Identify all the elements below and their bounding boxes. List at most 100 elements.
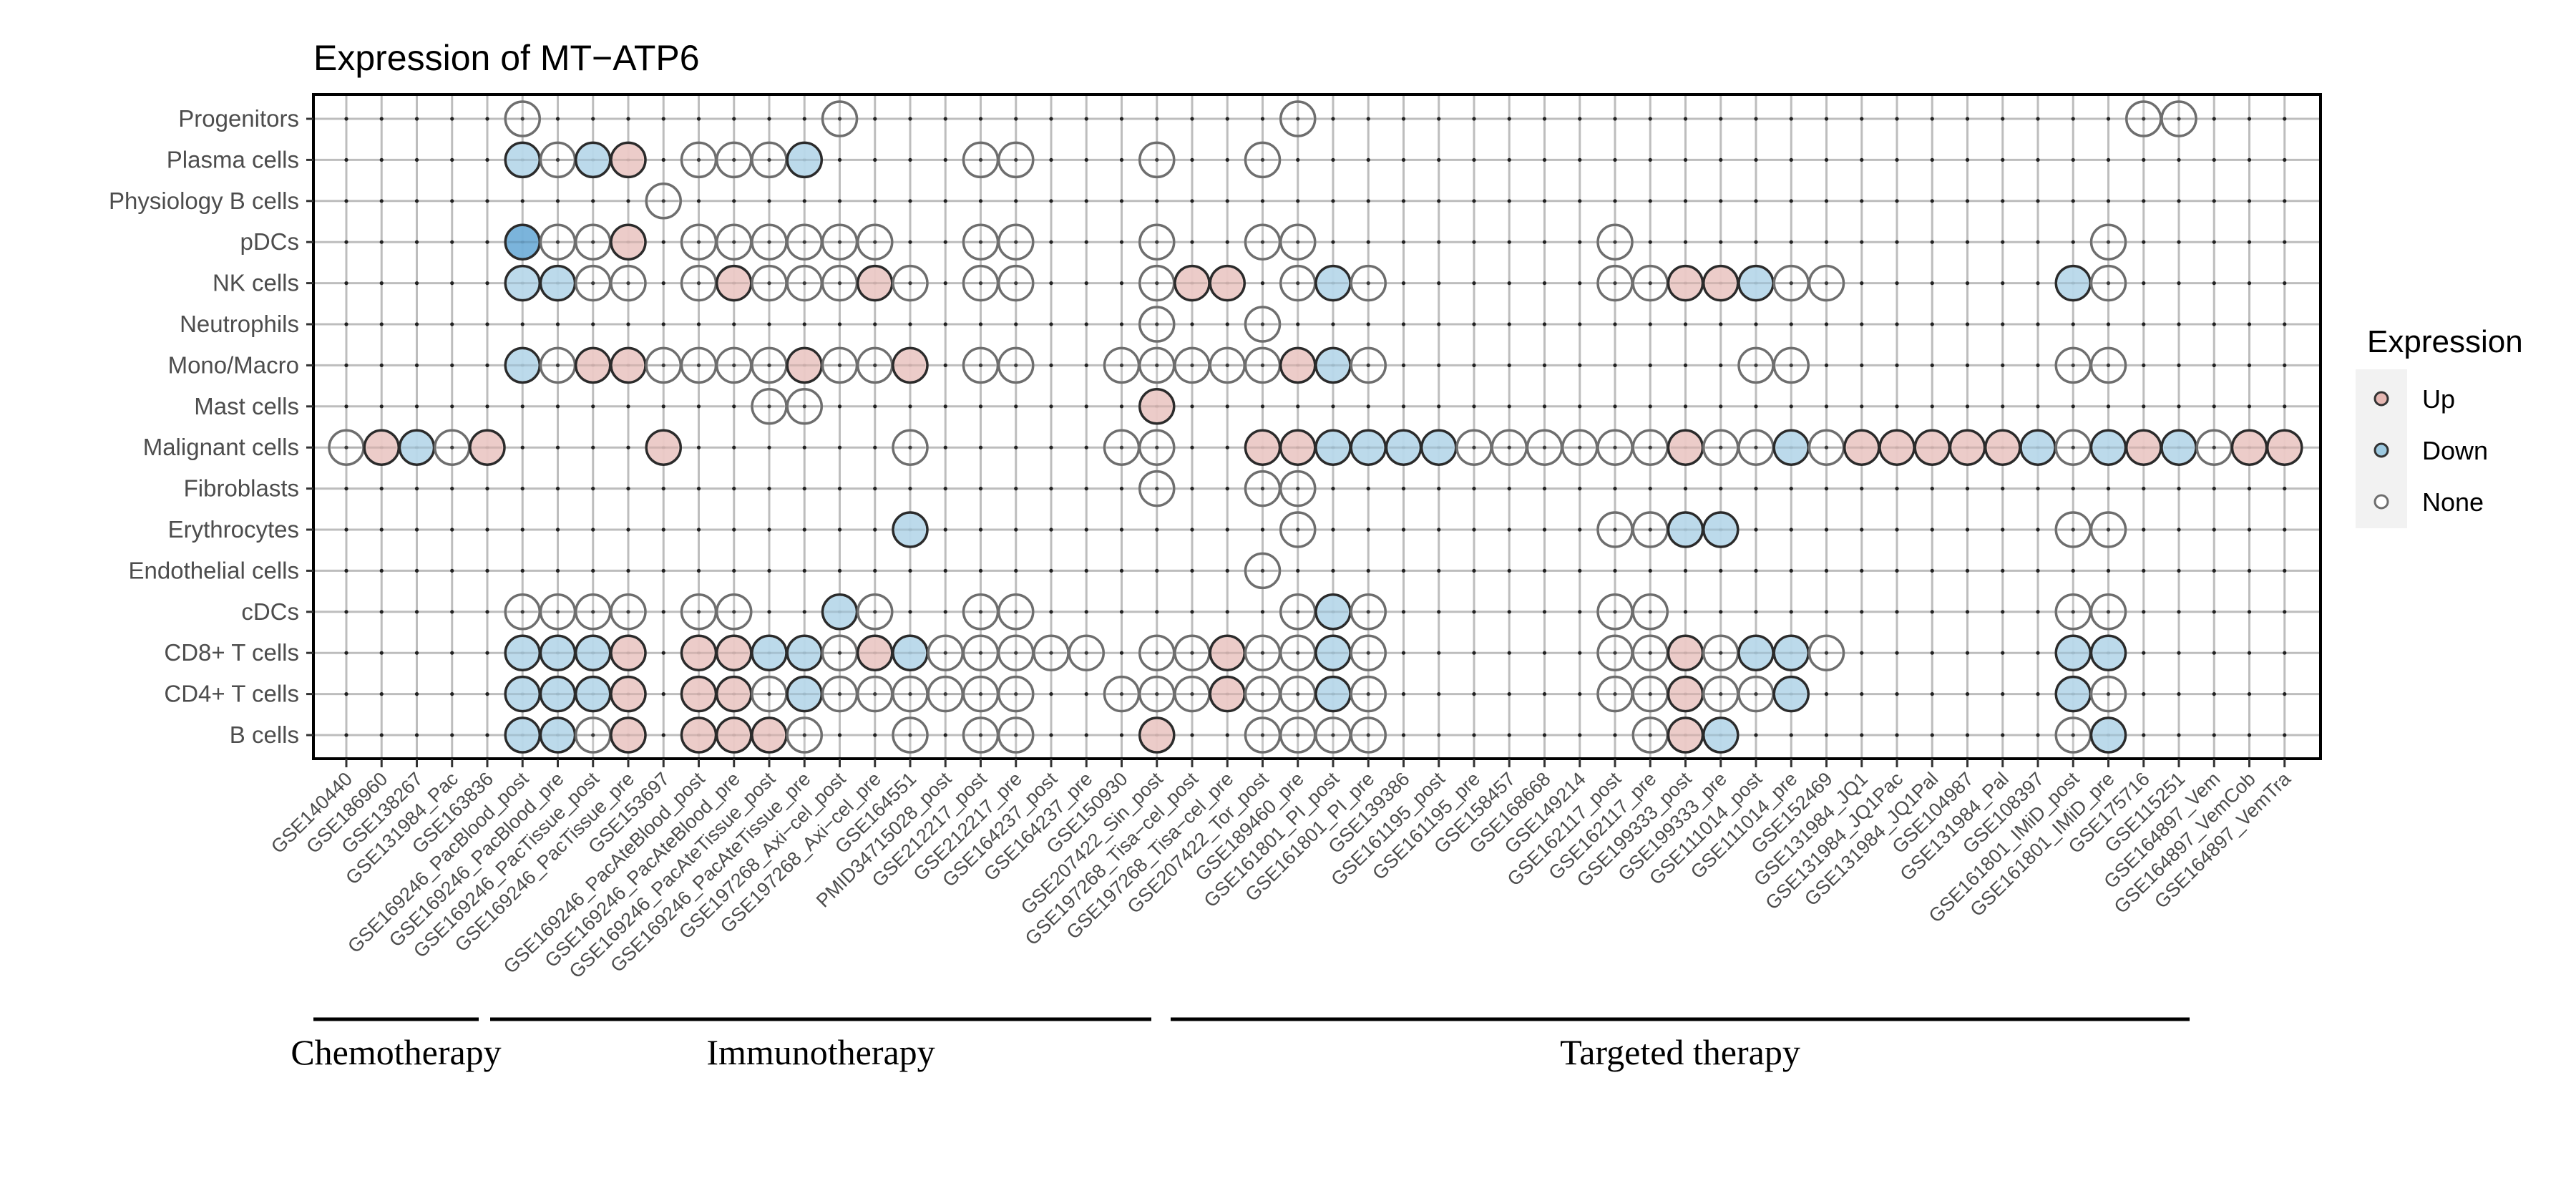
grid-dot [1965, 281, 1970, 286]
grid-dot [1648, 322, 1652, 326]
grid-dot [661, 610, 665, 614]
grid-dot [2001, 199, 2005, 203]
grid-dot [1789, 281, 1793, 286]
grid-dot [1507, 733, 1511, 737]
grid-dot [1155, 157, 1159, 162]
grid-dot [1789, 240, 1793, 244]
grid-dot [1860, 733, 1864, 737]
grid-dot [1225, 363, 1229, 367]
grid-dot [1930, 322, 1934, 326]
grid-dot [1930, 240, 1934, 244]
grid-dot [1683, 568, 1688, 573]
grid-dot [1296, 157, 1300, 162]
grid-dot [2142, 363, 2146, 367]
grid-dot [1014, 568, 1018, 573]
grid-dot [2001, 733, 2005, 737]
grid-dot [943, 404, 947, 409]
grid-dot [2247, 651, 2252, 655]
grid-dot [1260, 404, 1265, 409]
grid-dot [379, 528, 384, 532]
grid-dot [1190, 528, 1194, 532]
grid-dot [485, 240, 489, 244]
grid-dot [379, 199, 384, 203]
grid-dot [1542, 692, 1547, 696]
grid-dot [1401, 404, 1406, 409]
grid-dot [450, 240, 454, 244]
grid-dot [1119, 281, 1124, 286]
grid-dot [450, 363, 454, 367]
grid-dot [732, 199, 736, 203]
grid-dot [1437, 692, 1441, 696]
grid-dot [943, 157, 947, 162]
grid-dot [1965, 733, 1970, 737]
grid-dot [344, 240, 348, 244]
grid-dot [1296, 281, 1300, 286]
point-none [786, 388, 823, 425]
grid-dot [1507, 322, 1511, 326]
grid-dot [1225, 157, 1229, 162]
grid-dot [555, 322, 560, 326]
grid-dot [1542, 281, 1547, 286]
point-down [1772, 675, 1810, 713]
point-none [997, 593, 1035, 631]
grid-dot [626, 528, 630, 532]
grid-dot [2247, 322, 2252, 326]
grid-dot [1331, 240, 1335, 244]
grid-dot [2071, 199, 2075, 203]
grid-dot [1895, 487, 1899, 491]
point-none [2089, 264, 2127, 302]
grid-dot [1719, 445, 1723, 449]
grid-dot [1965, 404, 1970, 409]
grid-dot [837, 404, 842, 409]
grid-dot [1331, 568, 1335, 573]
grid-dot [908, 404, 912, 409]
grid-dot [1190, 199, 1194, 203]
grid-dot [1507, 568, 1511, 573]
grid-dot [1049, 363, 1053, 367]
grid-dot [450, 733, 454, 737]
grid-dot [626, 199, 630, 203]
grid-dot [1824, 404, 1829, 409]
grid-dot [414, 363, 419, 367]
grid-dot [2001, 651, 2005, 655]
grid-dot [873, 487, 877, 491]
grid-dot [1578, 692, 1582, 696]
grid-dot [837, 322, 842, 326]
legend-key-down [2373, 442, 2389, 458]
grid-dot [2177, 199, 2181, 203]
grid-dot [1225, 568, 1229, 573]
grid-dot [767, 528, 771, 532]
grid-dot [379, 157, 384, 162]
grid-dot [2142, 157, 2146, 162]
grid-dot [555, 610, 560, 614]
point-down [2089, 716, 2127, 754]
grid-dot [485, 610, 489, 614]
grid-dot [2177, 568, 2181, 573]
grid-dot [732, 487, 736, 491]
grid-dot [1331, 117, 1335, 121]
grid-dot [1613, 117, 1617, 121]
point-up [2266, 429, 2303, 466]
grid-dot [661, 651, 665, 655]
grid-dot [379, 117, 384, 121]
grid-dot [1190, 487, 1194, 491]
grid-dot [978, 733, 983, 737]
grid-dot [2036, 117, 2040, 121]
grid-dot [767, 487, 771, 491]
grid-dot [1296, 487, 1300, 491]
grid-dot [2106, 199, 2111, 203]
grid-dot [2071, 322, 2075, 326]
legend-label: Up [2422, 384, 2455, 414]
grid-dot [2001, 610, 2005, 614]
grid-dot [591, 117, 595, 121]
grid-dot [2212, 568, 2216, 573]
grid-dot [1401, 528, 1406, 532]
grid-dot [344, 445, 348, 449]
grid-dot [555, 404, 560, 409]
grid-dot [2036, 568, 2040, 573]
point-none [1350, 634, 1387, 671]
grid-dot [1789, 733, 1793, 737]
grid-dot [1155, 199, 1159, 203]
point-none [997, 716, 1035, 754]
grid-dot [591, 404, 595, 409]
